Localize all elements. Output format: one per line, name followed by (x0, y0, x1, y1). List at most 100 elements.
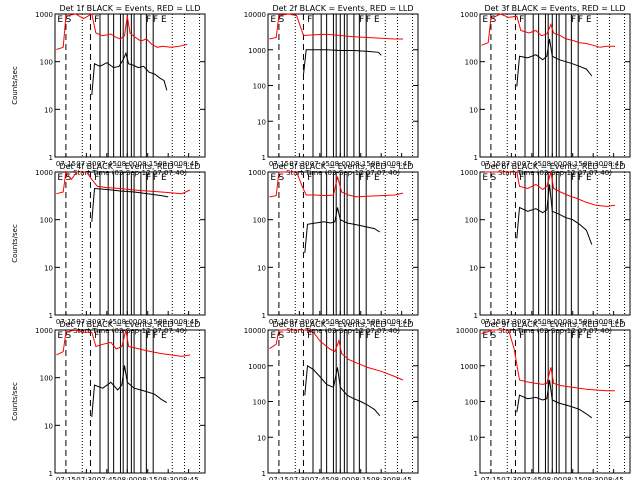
flag-label: E (161, 173, 167, 183)
flag-label: F (519, 15, 524, 25)
plot-frame (54, 13, 206, 158)
flag-label: F (578, 331, 583, 341)
y-tick-label: 1000 (35, 327, 53, 335)
x-tick-label: 07:45 (97, 160, 117, 168)
y-axis-label: Counts/sec (11, 382, 19, 421)
flag-label: F (359, 331, 364, 341)
y-tick-label: 1 (474, 154, 478, 162)
y-tick-label: 100 (253, 83, 266, 91)
x-tick-label: 07:15 (269, 476, 289, 480)
y-tick-label: 1000 (35, 169, 53, 177)
flag-label: F (366, 15, 371, 25)
event-rate-line (516, 38, 593, 87)
x-tick-label: 08:45 (604, 476, 624, 480)
flag-label: S (279, 331, 285, 341)
y-axis-label: Counts/sec (11, 224, 19, 263)
x-tick-label: 07:45 (522, 160, 542, 168)
x-tick-label: 08:15 (563, 160, 583, 168)
y-tick-label: 10 (257, 434, 266, 442)
x-tick-label: 07:15 (56, 160, 76, 168)
plot-frame (479, 171, 631, 316)
x-tick-label: 07:30 (501, 318, 521, 326)
x-tick-label: 08:15 (138, 318, 158, 326)
x-tick-label: 08:30 (158, 318, 178, 326)
flag-label: F (519, 173, 524, 183)
event-rate-line (516, 184, 593, 245)
event-rate-line (304, 207, 381, 254)
x-tick-label: 07:45 (310, 160, 330, 168)
flag-label: S (491, 15, 497, 25)
x-tick-label: 08:30 (371, 476, 391, 480)
x-tick-label: 08:00 (542, 476, 562, 480)
x-axis-label: Start Time (03-Sep-12 07:07:40) (286, 169, 400, 177)
x-tick-label: 08:45 (179, 318, 199, 326)
lld-rate-line (269, 171, 404, 198)
event-rate-line (303, 49, 382, 75)
y-tick-label: 100 (40, 217, 53, 225)
x-tick-label: 07:15 (269, 160, 289, 168)
flag-label: E (374, 173, 380, 183)
flag-label: F (307, 15, 312, 25)
x-tick-label: 08:00 (117, 318, 137, 326)
flag-label: F (146, 15, 151, 25)
x-tick-label: 08:30 (158, 160, 178, 168)
flag-label: S (491, 331, 497, 341)
chart-title: Det 2f BLACK = Events, RED = LLD (272, 4, 413, 13)
x-tick-label: 07:45 (522, 476, 542, 480)
x-tick-label: 08:45 (179, 160, 199, 168)
x-tick-label: 08:45 (604, 160, 624, 168)
flag-label: E (586, 331, 592, 341)
event-rate-line (516, 379, 593, 419)
y-tick-label: 10000 (244, 327, 266, 335)
y-tick-label: 1000 (35, 11, 53, 19)
lld-rate-line (481, 329, 615, 392)
flag-label: S (279, 15, 285, 25)
flag-label: F (578, 173, 583, 183)
flag-label: E (586, 173, 592, 183)
event-rate-line (304, 364, 381, 417)
flag-label: F (94, 15, 99, 25)
y-tick-label: 100 (40, 375, 53, 383)
x-tick-label: 07:30 (76, 160, 96, 168)
lld-rate-line (56, 329, 191, 357)
flag-label: E (270, 173, 276, 183)
x-tick-label: 08:30 (583, 160, 603, 168)
flag-label: F (153, 173, 158, 183)
flag-label: S (66, 15, 72, 25)
x-tick-label: 08:30 (583, 318, 603, 326)
x-tick-label: 08:00 (330, 318, 350, 326)
x-tick-label: 07:15 (56, 318, 76, 326)
y-tick-label: 100 (465, 217, 478, 225)
y-tick-label: 10000 (456, 327, 478, 335)
chart-title: Det 6f BLACK = Events, RED = LLD (484, 162, 625, 171)
chart-title: Det 1f BLACK = Events, RED = LLD (59, 4, 200, 13)
x-tick-label: 08:15 (138, 160, 158, 168)
x-tick-label: 07:30 (76, 476, 96, 480)
flag-label: F (571, 15, 576, 25)
y-tick-label: 10 (44, 422, 53, 430)
flag-label: E (57, 15, 63, 25)
x-tick-label: 08:00 (117, 160, 137, 168)
y-tick-label: 100 (253, 217, 266, 225)
lld-rate-line (269, 329, 404, 381)
x-axis-label: Start Time (03-Sep-12 07:07:40) (498, 327, 612, 335)
plot-frame (54, 329, 206, 474)
x-axis-label: Start Time (03-Sep-12 07:07:40) (498, 169, 612, 177)
flag-label: F (571, 173, 576, 183)
flag-label: E (482, 173, 488, 183)
y-tick-label: 10 (257, 264, 266, 272)
flag-label: E (374, 15, 380, 25)
flag-label: E (161, 15, 167, 25)
flag-label: E (586, 15, 592, 25)
x-tick-label: 08:30 (371, 160, 391, 168)
x-tick-label: 08:45 (179, 476, 199, 480)
flag-label: F (366, 331, 371, 341)
x-tick-label: 08:00 (330, 476, 350, 480)
event-rate-line (91, 51, 168, 96)
